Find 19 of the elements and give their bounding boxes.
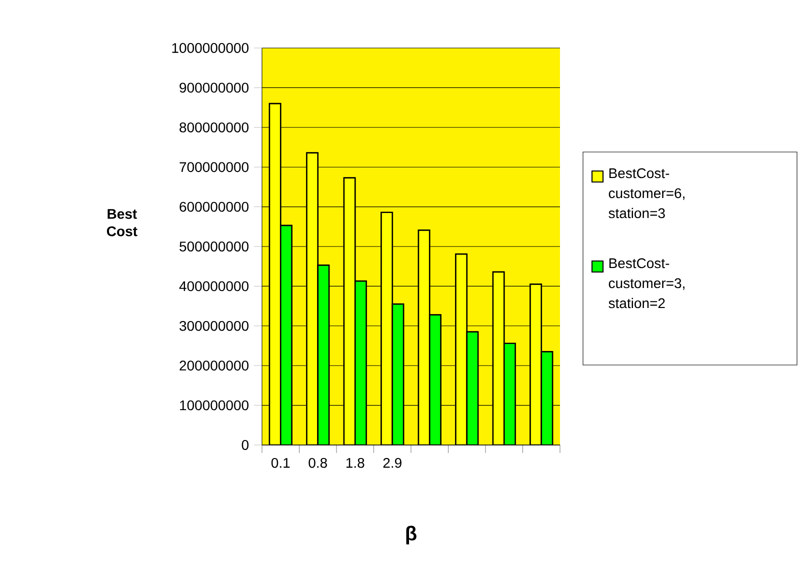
x-tick-label: 0.1	[271, 458, 290, 468]
x-axis-title: β	[406, 526, 416, 544]
y-axis-title: Best Cost	[106, 209, 138, 236]
legend-label: BestCost-customer=3, station=2	[608, 258, 684, 308]
y-tick-label: 200000000	[180, 360, 248, 371]
x-tick-label: 2.9	[383, 458, 402, 468]
y-tick-label: 0	[242, 440, 249, 450]
y-tick-label: 400000000	[179, 281, 248, 292]
y-tick-label: 1000000000	[172, 43, 248, 53]
y-tick-label: 300000000	[180, 320, 248, 331]
y-tick-label: 700000000	[180, 162, 248, 172]
y-tick-label: 600000000	[180, 202, 248, 212]
y-tick-label: 100000000	[180, 400, 248, 410]
y-tick-label: 900000000	[180, 82, 248, 93]
y-tick-label: 800000000	[180, 122, 248, 132]
x-tick-label: 0.8	[308, 458, 327, 468]
text: BestCost-customer=6, station=3	[608, 168, 684, 218]
y-tick-label: 500000000	[180, 242, 248, 252]
x-tick-label: 1.8	[346, 458, 364, 468]
